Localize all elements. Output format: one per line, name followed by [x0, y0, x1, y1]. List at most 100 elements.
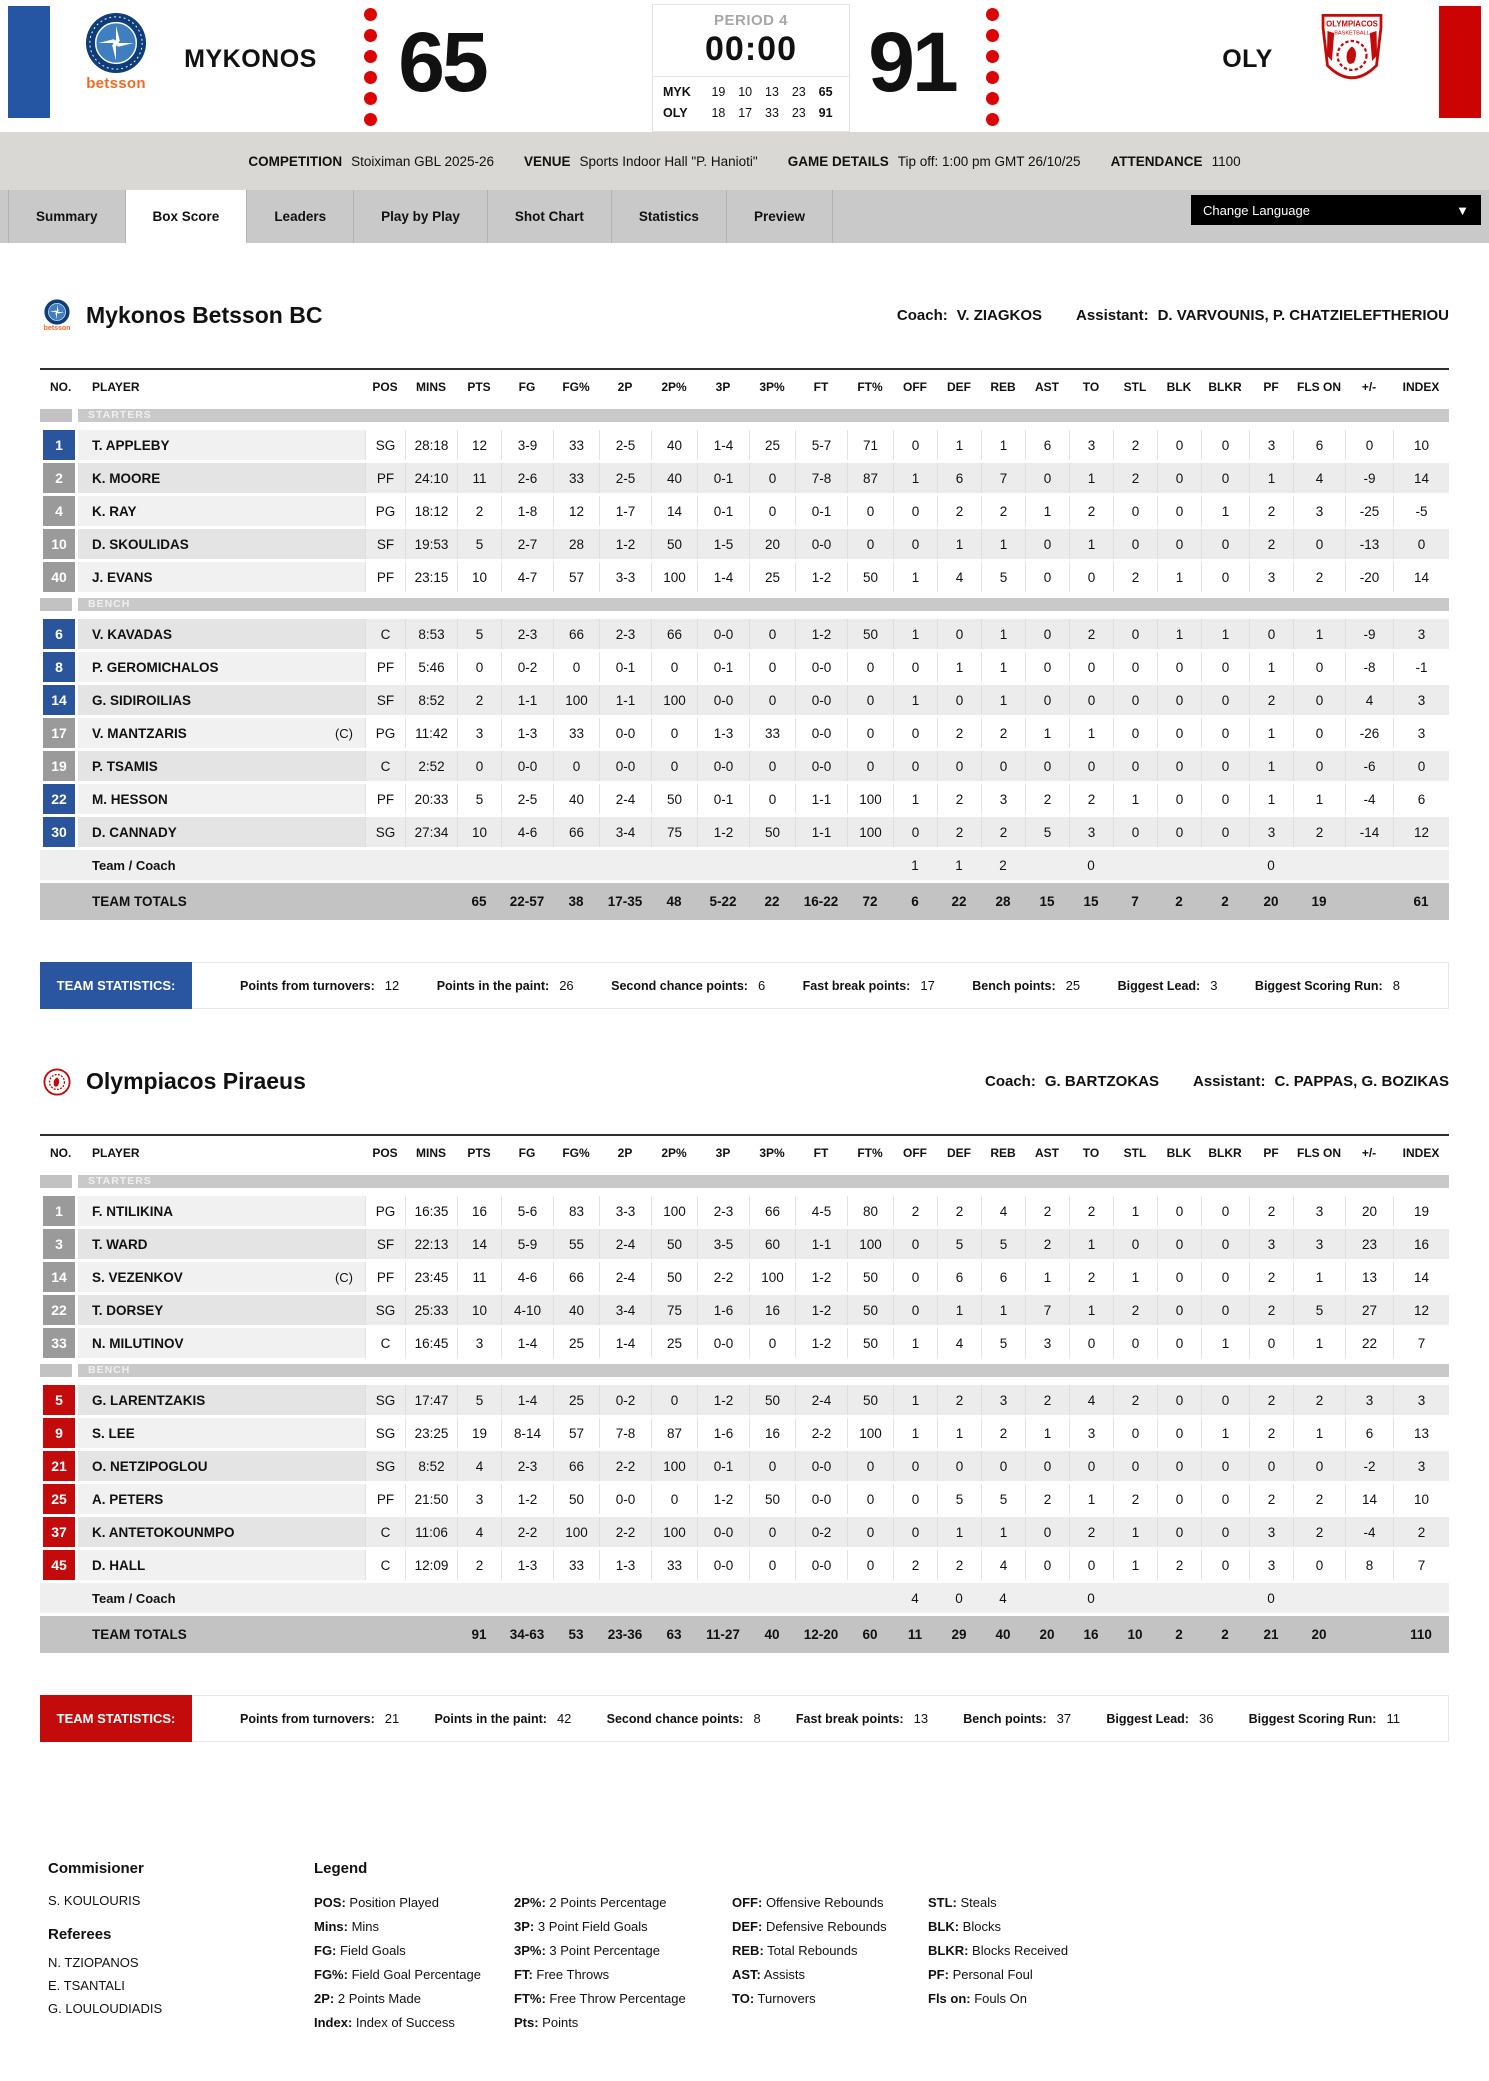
stat-cell: -1: [1393, 652, 1449, 683]
player-name: K. RAY: [92, 503, 137, 519]
stat-cell: 0: [1157, 1451, 1201, 1482]
tab-play-by-play[interactable]: Play by Play: [354, 190, 488, 243]
stat-cell: 80: [847, 1196, 893, 1227]
total-cell: 110: [1393, 1616, 1449, 1654]
stat-cell: 0: [1201, 1451, 1249, 1482]
legend-item: 3P%: 3 Point Percentage: [514, 1943, 660, 1959]
tab-statistics[interactable]: Statistics: [612, 190, 727, 243]
tab-summary[interactable]: Summary: [8, 190, 126, 243]
change-language-dropdown[interactable]: Change Language ▼: [1191, 195, 1481, 225]
quarter-score: 33: [765, 106, 779, 120]
stat-cell: 0: [893, 1262, 937, 1293]
total-cell: 23-36: [599, 1616, 651, 1654]
stat-cell: 2: [1249, 529, 1293, 560]
referee-name: E. TSANTALI: [48, 1978, 125, 1994]
total-cell: 29: [937, 1616, 981, 1654]
stat-cell: 71: [847, 430, 893, 461]
stat-cell: 57: [553, 562, 599, 593]
stat-cell: 0: [1113, 1229, 1157, 1260]
stat-cell: 0: [749, 685, 795, 716]
player-row: 30 D. CANNADY SG 27:34 10 4-6 66 3-4 75 1-2 50 1-1 1…: [40, 817, 1449, 848]
stat-cell: 0: [1113, 1328, 1157, 1359]
away-team-name: OLY: [1222, 44, 1273, 73]
stat-cell: 5-9: [501, 1229, 553, 1260]
stat-cell: 4-6: [501, 1262, 553, 1293]
legend-title: Legend: [314, 1860, 368, 1878]
stat-cell: 0: [1393, 529, 1449, 560]
total-cell: 34-63: [501, 1616, 553, 1654]
stat-cell: 1: [1249, 463, 1293, 494]
stat-cell: 1-1: [501, 685, 553, 716]
col-header: AST: [1025, 1136, 1069, 1170]
col-header: TO: [1069, 370, 1113, 404]
stat-cell: SF: [365, 529, 405, 560]
stat-cell: 0: [1249, 1583, 1293, 1614]
team-stat-value: 6: [757, 978, 766, 994]
stat-cell: 5-7: [795, 430, 847, 461]
home-team-logo-sponsor: betsson: [43, 324, 71, 332]
stat-cell: [697, 850, 749, 881]
stat-cell: 25: [749, 430, 795, 461]
stat-cell: 1-3: [501, 1550, 553, 1581]
legend-term: REB:: [732, 1943, 764, 1959]
total-cell: 16-22: [795, 883, 847, 921]
team-stat-value: 25: [1065, 978, 1081, 994]
stat-cell: 50: [847, 1328, 893, 1359]
legend-term: FG:: [314, 1943, 337, 1959]
col-header: FT: [795, 1136, 847, 1170]
stat-cell: 4-10: [501, 1295, 553, 1326]
scoreboard: betsson MYKONOS 65 PERIOD 4 00:00 MYK 19 1…: [0, 0, 1489, 132]
total-cell: 91: [457, 1616, 501, 1654]
team-stat-label: Bench points:: [972, 979, 1056, 994]
legend-item: Mins: Mins: [314, 1919, 380, 1935]
team-stat: Second chance points: 6: [611, 978, 765, 993]
game-clock-panel: PERIOD 4 00:00 MYK 19 10 13 23 65 OLY 18 17 33 23…: [652, 4, 850, 132]
stat-cell: 0: [1113, 1418, 1157, 1449]
stat-cell: 75: [651, 1295, 697, 1326]
legend-item: BLKR: Blocks Received: [928, 1943, 1069, 1959]
col-header: REB: [981, 1136, 1025, 1170]
stat-cell: 60: [749, 1229, 795, 1260]
team-stat-label: Points from turnovers:: [240, 979, 375, 994]
away-team-title: Olympiacos Piraeus: [86, 1068, 306, 1095]
tab-preview[interactable]: Preview: [727, 190, 833, 243]
stat-cell: 1: [937, 652, 981, 683]
col-header: INDEX: [1393, 370, 1449, 404]
stat-cell: 0: [1201, 1262, 1249, 1293]
total-cell: 22-57: [501, 883, 553, 921]
tab-box-score[interactable]: Box Score: [125, 190, 248, 243]
stat-cell: 14: [1393, 463, 1449, 494]
total-cell: 6: [893, 883, 937, 921]
stat-cell: 0-0: [697, 1328, 749, 1359]
olympiacos-logo-small: [43, 1068, 71, 1096]
stat-cell: 0: [1201, 1484, 1249, 1515]
stat-cell: 1: [1025, 718, 1069, 749]
stat-cell: 50: [651, 784, 697, 815]
tab-shot-chart[interactable]: Shot Chart: [488, 190, 612, 243]
stat-cell: 0: [749, 1550, 795, 1581]
team-stat-label: Points in the paint:: [434, 1712, 547, 1727]
stat-cell: 0-2: [501, 652, 553, 683]
stat-cell: 1: [1293, 784, 1345, 815]
total-cell: [405, 1616, 457, 1654]
section-bar: BENCH: [40, 598, 1449, 612]
legend-term: STL:: [928, 1895, 957, 1911]
player-number: 33: [43, 1328, 75, 1359]
stat-cell: 66: [651, 619, 697, 650]
stat-cell: 3: [457, 1328, 501, 1359]
legend-term: FT:: [514, 1967, 533, 1983]
stat-cell: PG: [365, 718, 405, 749]
col-header: MINS: [405, 1136, 457, 1170]
stat-cell: 2:52: [405, 751, 457, 782]
stat-cell: 66: [553, 1262, 599, 1293]
stat-cell: [1345, 850, 1393, 881]
player-row: 22 M. HESSON PF 20:33 5 2-5 40 2-4 50 0-1 0 1-1 100 1…: [40, 784, 1449, 815]
stat-cell: 0: [749, 496, 795, 527]
competition-label: COMPETITION: [248, 153, 343, 169]
legend-item: Pts: Points: [514, 2015, 579, 2031]
total-cell: 61: [1393, 883, 1449, 921]
tab-leaders[interactable]: Leaders: [247, 190, 355, 243]
stat-cell: [1113, 1583, 1157, 1614]
stat-cell: 50: [847, 619, 893, 650]
stat-cell: 0-1: [697, 463, 749, 494]
